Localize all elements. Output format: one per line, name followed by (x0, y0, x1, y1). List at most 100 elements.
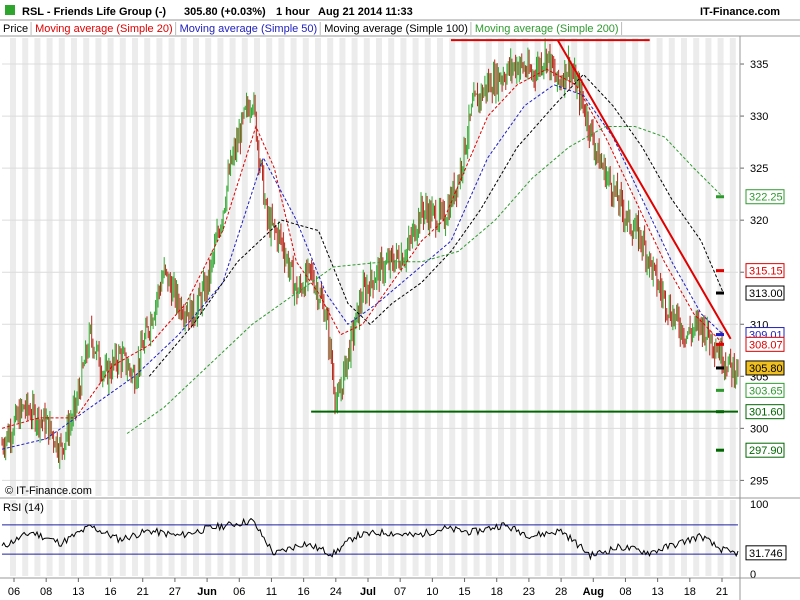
session-band (485, 38, 492, 496)
legend-item: Moving average (Simple 20) (35, 23, 173, 35)
session-band (607, 38, 614, 496)
session-band (315, 500, 321, 576)
price-tag-label: 322.25 (749, 192, 783, 204)
level-marker (716, 366, 724, 370)
session-band (34, 500, 41, 576)
session-band (58, 38, 65, 496)
x-tick-label: 27 (169, 586, 181, 598)
session-band (400, 500, 407, 576)
y-tick-label: 300 (750, 423, 768, 435)
session-band (254, 500, 260, 576)
session-band (327, 38, 334, 496)
rsi-title: RSI (14) (3, 502, 44, 514)
session-band (668, 500, 675, 576)
y-tick-label: 325 (750, 163, 768, 175)
x-tick-label: 11 (266, 586, 277, 598)
session-band (424, 500, 431, 576)
session-band (266, 500, 273, 576)
session-band (522, 38, 529, 496)
session-band (290, 500, 297, 576)
session-band (681, 38, 687, 496)
price-tag (745, 442, 785, 458)
price-tag (745, 285, 785, 301)
session-band (132, 500, 138, 576)
x-tick-label: 06 (8, 586, 20, 598)
session-band (583, 38, 590, 496)
x-tick-label: Jun (197, 586, 217, 598)
price-tag-label: 308.07 (749, 339, 783, 351)
session-band (388, 500, 395, 576)
x-tick-label: 13 (652, 586, 664, 598)
level-marker (716, 410, 724, 414)
session-band (534, 500, 541, 576)
session-band (559, 38, 565, 496)
session-band (83, 38, 90, 496)
session-band (229, 500, 236, 576)
session-band (22, 38, 29, 496)
session-band (717, 38, 724, 496)
ma50-line (1, 84, 724, 450)
session-band (632, 500, 639, 576)
session-band (71, 38, 77, 496)
session-band (412, 500, 419, 576)
session-band (546, 500, 553, 576)
interval: 1 hour (276, 6, 310, 18)
x-tick-label: 08 (619, 586, 631, 598)
rsi-line (1, 517, 739, 561)
session-band (656, 38, 663, 496)
session-band (278, 38, 285, 496)
price-tag-label: 313.00 (749, 288, 783, 300)
y-tick-label: 320 (750, 215, 768, 227)
session-band (412, 38, 419, 496)
session-band (656, 500, 663, 576)
session-band (424, 38, 431, 496)
session-band (205, 500, 212, 576)
x-tick-label: 13 (72, 586, 84, 598)
session-band (278, 500, 285, 576)
ma20-line (1, 68, 724, 429)
level-marker (716, 291, 724, 295)
downtrend-line (556, 39, 732, 340)
session-band (241, 500, 248, 576)
x-tick-label: 07 (394, 586, 406, 598)
session-band (156, 38, 163, 496)
price-tag-label: 297.90 (749, 445, 783, 457)
session-band (144, 500, 151, 576)
session-band (144, 38, 151, 496)
session-band (473, 38, 480, 496)
session-band (620, 38, 626, 496)
session-band (498, 38, 504, 496)
session-band (46, 38, 53, 496)
session-band (339, 500, 346, 576)
legend-item: Moving average (Simple 200) (475, 23, 619, 35)
x-tick-label: 16 (104, 586, 116, 598)
x-tick-label: 16 (298, 586, 310, 598)
ma200-line (126, 126, 724, 434)
session-band (571, 38, 578, 496)
session-band (83, 500, 90, 576)
price-tag (745, 360, 785, 376)
session-band (571, 500, 578, 576)
legend-item: Moving average (Simple 100) (324, 23, 468, 35)
price-gridlines (2, 63, 738, 481)
session-band (58, 500, 65, 576)
session-band (254, 38, 260, 496)
price-tag (745, 404, 785, 420)
session-band (376, 500, 382, 576)
x-tick-label: 15 (458, 586, 470, 598)
session-band (388, 38, 395, 496)
x-tick-label: 18 (684, 586, 696, 598)
session-band (205, 38, 212, 496)
price-tag-label: 301.60 (749, 407, 783, 419)
price-tag-label: 315.15 (749, 266, 783, 278)
level-marker (716, 269, 724, 273)
datetime: Aug 21 2014 11:33 (318, 6, 413, 18)
session-band (241, 38, 248, 496)
session-band (717, 500, 724, 576)
y-tick-label: 295 (750, 475, 768, 487)
session-band (473, 500, 480, 576)
session-band (168, 38, 175, 496)
session-band (132, 38, 138, 496)
